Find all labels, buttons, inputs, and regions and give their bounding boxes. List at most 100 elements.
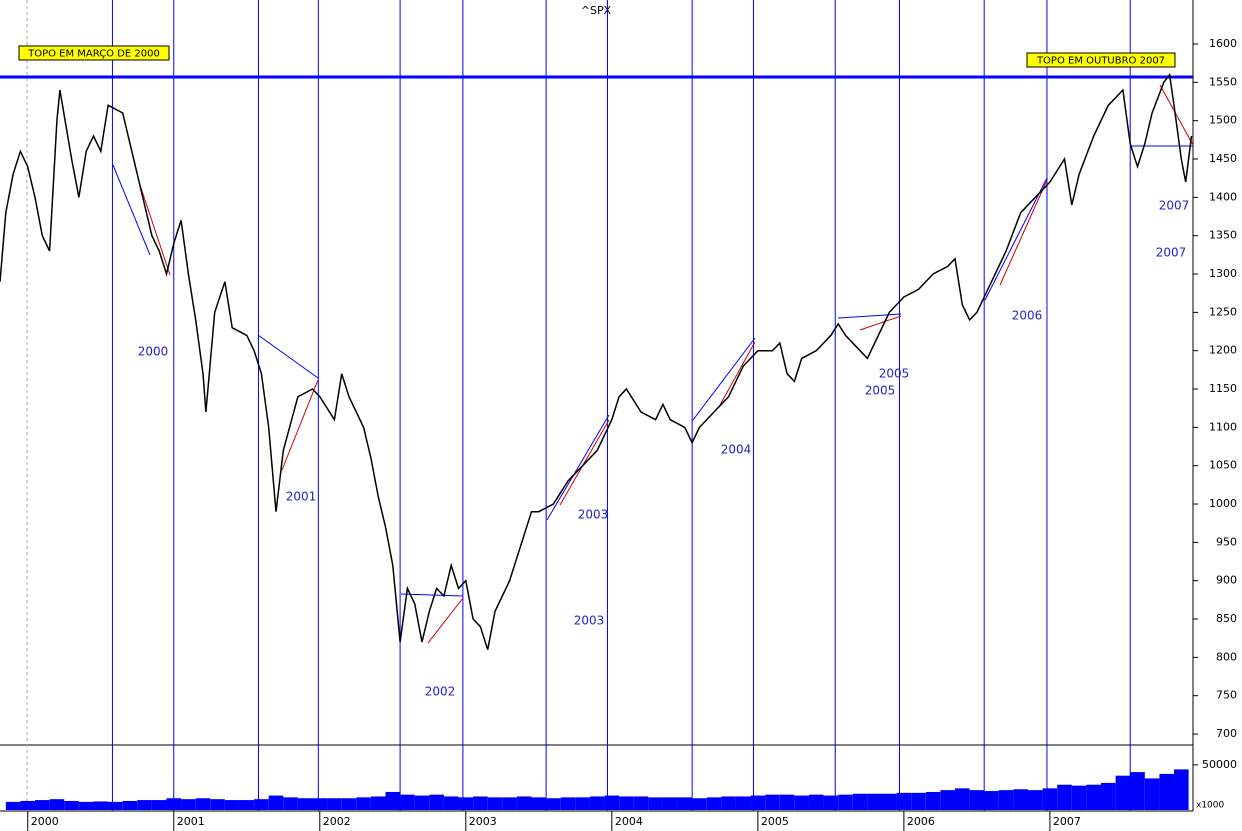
y-tick-label: 1400: [1209, 190, 1237, 203]
volume-bar: [283, 797, 298, 810]
x-tick-label: 2005: [761, 815, 789, 828]
volume-bar: [633, 796, 649, 810]
volume-bar: [400, 794, 415, 810]
callout-box: [1026, 52, 1176, 68]
y-tick-label: 850: [1216, 612, 1237, 625]
x-tick-label: 2004: [615, 815, 643, 828]
volume-bar: [1130, 772, 1145, 810]
volume-bar: [1042, 788, 1058, 810]
volume-bar: [735, 796, 751, 810]
trend-line: [559, 419, 610, 506]
year-annotation: 2005: [879, 367, 910, 381]
volume-bar: [1115, 775, 1131, 810]
trend-line: [984, 177, 1048, 301]
volume-bar: [750, 795, 766, 810]
year-annotation: 2007: [1159, 199, 1190, 213]
volume-bar: [20, 800, 36, 810]
year-annotation: 2000: [138, 345, 169, 359]
volume-bar: [385, 791, 401, 810]
volume-bar: [998, 790, 1014, 810]
year-annotation: 2001: [286, 490, 317, 504]
y-tick-label: 750: [1216, 689, 1237, 702]
chart-title: ^SPX: [581, 4, 612, 17]
volume-bar: [1086, 784, 1102, 810]
volume-bar: [210, 799, 225, 810]
y-tick-label: 700: [1216, 727, 1237, 740]
y-tick-label: 1550: [1209, 75, 1237, 88]
trend-line: [692, 337, 756, 421]
year-annotation: 2006: [1012, 309, 1043, 323]
volume-bar: [940, 790, 955, 810]
trend-line: [859, 315, 902, 331]
callout: TOPO EM MARÇO DE 2000: [27, 49, 160, 60]
volume-bar: [224, 800, 240, 810]
trend-line: [1159, 84, 1194, 146]
year-annotation: 2005: [865, 384, 896, 398]
volume-bar: [122, 800, 138, 810]
volume-bar: [1174, 769, 1189, 810]
volume-bar: [560, 797, 576, 810]
volume-bar: [254, 799, 269, 810]
volume-bar: [429, 794, 444, 810]
volume-bar: [619, 796, 634, 810]
volume-bar: [443, 796, 459, 810]
volume-bar: [1013, 789, 1028, 810]
trend-line: [257, 334, 319, 379]
y-tick-label: 1300: [1209, 267, 1237, 280]
y-tick-label: 50000: [1202, 758, 1237, 771]
volume-bar: [1027, 790, 1043, 810]
volume-bar: [852, 793, 868, 810]
volume-bar: [327, 798, 342, 810]
volume-bar: [721, 796, 736, 810]
x-tick-label: 2007: [1053, 815, 1081, 828]
volume-bar: [78, 801, 94, 810]
volume-bar: [1101, 782, 1116, 810]
volume-bar: [648, 797, 663, 810]
volume-bar: [151, 800, 167, 810]
y-tick-label: 900: [1216, 574, 1237, 587]
y-tick-label: 1150: [1209, 382, 1237, 395]
volume-bar: [473, 796, 488, 810]
volume-bar: [1159, 773, 1175, 810]
volume-bar: [239, 800, 255, 810]
volume-bar: [677, 797, 693, 810]
volume-bar: [969, 790, 985, 810]
volume-bar: [268, 795, 284, 810]
volume-bar: [341, 798, 357, 810]
trend-line: [427, 597, 464, 644]
y-tick-label: 1250: [1209, 305, 1237, 318]
callout: TOPO EM OUTUBRO 2007: [1036, 56, 1165, 67]
trend-line: [281, 379, 319, 471]
volume-bar: [881, 793, 897, 810]
volume-bar: [1144, 778, 1160, 810]
volume-bar: [984, 791, 999, 810]
y-tick-label: 1100: [1209, 420, 1237, 433]
volume-bar: [297, 798, 313, 810]
trend-line: [139, 184, 171, 276]
trend-line: [400, 593, 464, 597]
volume-bar: [823, 795, 839, 810]
trend-line: [546, 414, 610, 521]
volume-bar: [64, 800, 79, 810]
volume-bar: [838, 794, 853, 810]
volume-bar: [502, 797, 517, 810]
volume-bar: [137, 800, 152, 810]
volume-bar: [370, 796, 386, 810]
trend-line: [999, 179, 1048, 286]
volume-bar: [911, 792, 926, 810]
volume-bar: [706, 797, 722, 810]
volume-bar: [166, 798, 182, 810]
x-tick-label: 2000: [31, 815, 59, 828]
volume-bar: [1071, 785, 1087, 810]
volume-bar: [954, 788, 970, 810]
trend-line: [719, 341, 756, 406]
price-line: [0, 72, 1193, 650]
volume-bar: [487, 797, 503, 810]
y-tick-label: 950: [1216, 535, 1237, 548]
volume-bar: [589, 796, 605, 810]
year-annotation: 2004: [721, 443, 752, 457]
y-tick-label: 1500: [1209, 114, 1237, 127]
volume-bar: [531, 797, 547, 810]
